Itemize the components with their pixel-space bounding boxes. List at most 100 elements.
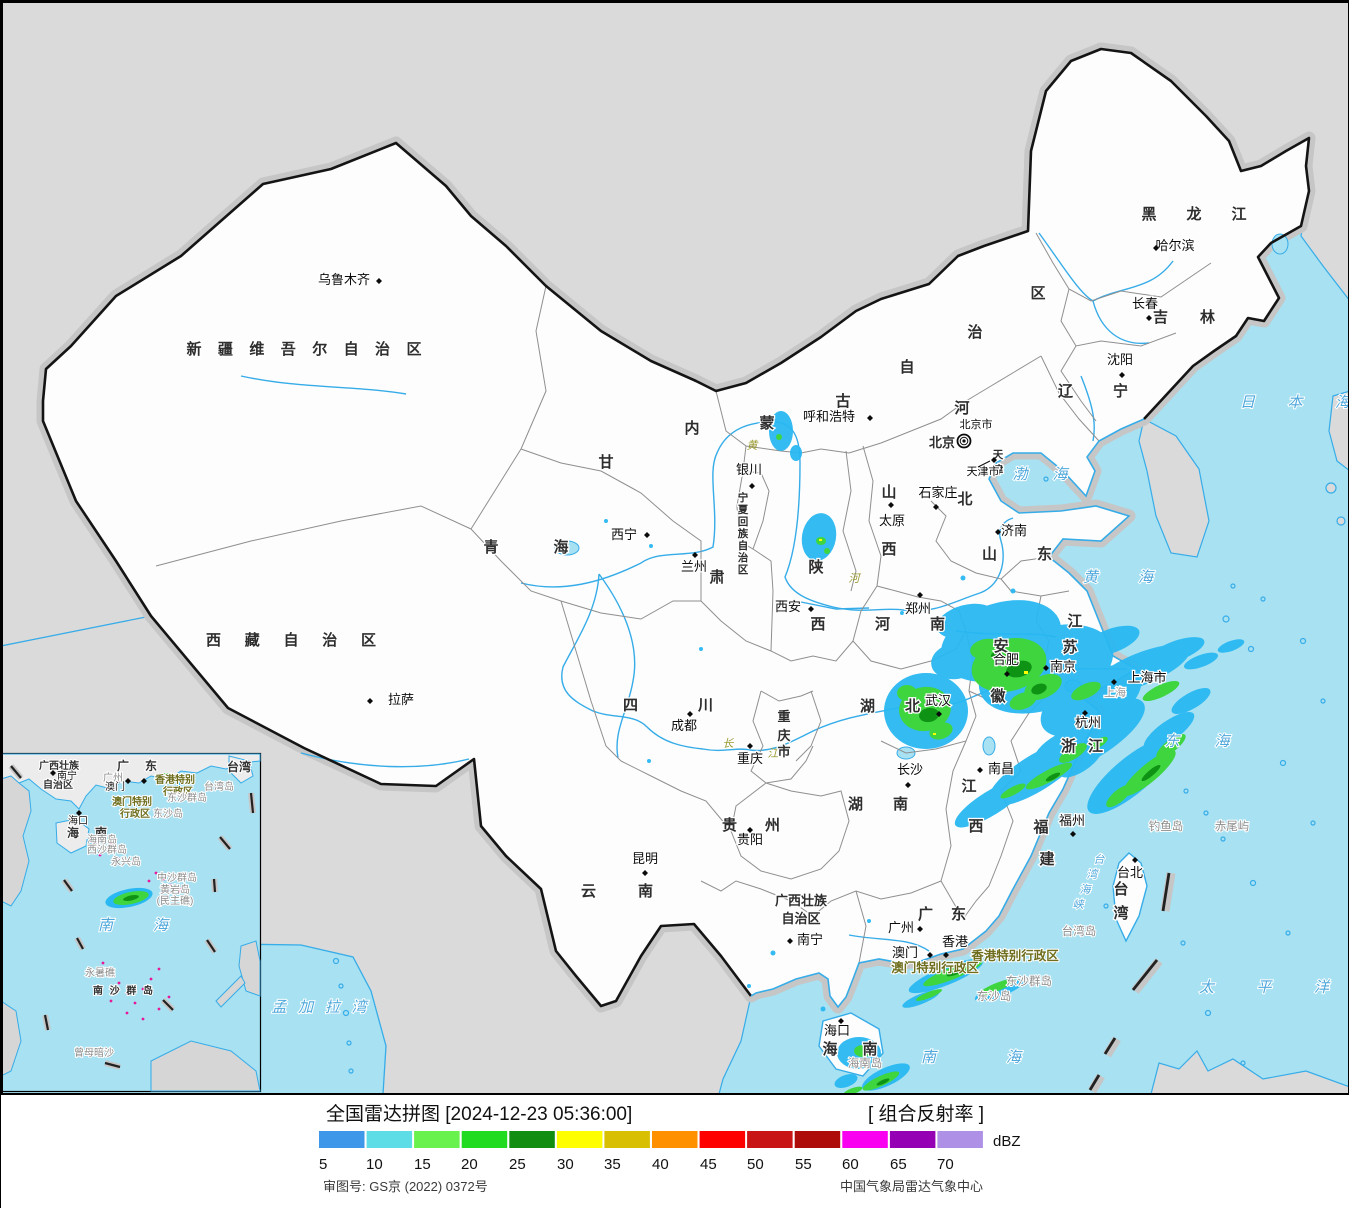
island-label: 钓鱼岛 bbox=[1149, 819, 1184, 833]
legend-swatch bbox=[795, 1131, 841, 1148]
city-label: 昆明 bbox=[632, 851, 658, 866]
city-label: 福州 bbox=[1059, 813, 1085, 828]
city-label: 广州 bbox=[888, 920, 914, 935]
city-label: 乌鲁木齐 bbox=[318, 272, 370, 287]
province-label: 族 bbox=[738, 527, 749, 540]
city-label: 重庆 bbox=[737, 751, 763, 766]
city-label: 呼和浩特 bbox=[803, 409, 855, 424]
province-label: 云 南 bbox=[581, 882, 653, 900]
inset-label: 西沙群岛 bbox=[87, 843, 127, 856]
inset-label: 曾母暗沙 bbox=[74, 1046, 114, 1059]
legend-swatch bbox=[890, 1131, 936, 1148]
province-label: 湖 北 bbox=[860, 698, 920, 715]
province-label: 浙 江 bbox=[1061, 737, 1103, 755]
province-label: 肃 bbox=[709, 568, 724, 586]
island-label: 赤尾屿 bbox=[1215, 820, 1250, 833]
legend-value: 10 bbox=[366, 1156, 383, 1173]
city-label: 长沙 bbox=[897, 762, 923, 777]
city-label: 武汉 bbox=[925, 693, 951, 708]
legend-swatch bbox=[842, 1131, 888, 1148]
sar-label: 香港特别行政区 bbox=[970, 948, 1059, 963]
city-label: 银川 bbox=[736, 462, 762, 477]
inset-label: 东沙岛 bbox=[153, 807, 183, 820]
inset-label: 海口 bbox=[68, 814, 88, 827]
city-label: 长春 bbox=[1132, 296, 1158, 311]
province-label: 山 东 bbox=[982, 545, 1052, 563]
city-label: 成都 bbox=[671, 718, 697, 733]
city-label: 兰州 bbox=[681, 559, 707, 574]
inset-label: 香港特别 bbox=[155, 773, 195, 786]
province-label: 自 bbox=[738, 539, 749, 552]
inset-label: 台湾岛 bbox=[204, 780, 234, 793]
city-label: 北京市 bbox=[960, 417, 993, 431]
island-label: 东沙群岛 bbox=[1006, 974, 1052, 988]
legend-value: 30 bbox=[557, 1156, 574, 1173]
agency-credit: 中国气象局雷达气象中心 bbox=[840, 1179, 983, 1194]
province-label: 湾 bbox=[1113, 904, 1128, 922]
city-label: 海口 bbox=[824, 1023, 850, 1038]
province-label: 北京 bbox=[929, 435, 955, 450]
province-label: 回 bbox=[738, 516, 749, 528]
inset-label: 南宁 bbox=[57, 769, 77, 782]
legend-value: 20 bbox=[461, 1156, 478, 1173]
province-label: 陕 bbox=[808, 558, 823, 576]
province-label: 内 bbox=[684, 419, 699, 437]
city-label: 杭州 bbox=[1075, 715, 1101, 730]
city-label: 上海 bbox=[1104, 685, 1126, 699]
legend-unit: dBZ bbox=[993, 1133, 1021, 1150]
city-label: 沈阳 bbox=[1107, 352, 1133, 367]
city-label: 南昌 bbox=[988, 761, 1014, 776]
city-label: 太原 bbox=[879, 513, 905, 528]
legend-swatch bbox=[937, 1131, 983, 1148]
province-label: 自治区 bbox=[781, 911, 820, 926]
province-label: 苏 bbox=[1062, 638, 1077, 656]
legend-value: 15 bbox=[414, 1156, 431, 1173]
legend-swatch bbox=[747, 1131, 793, 1148]
legend-value: 25 bbox=[509, 1156, 526, 1173]
inset-sea-label: 南 海 bbox=[98, 917, 170, 934]
inset-label: 广州 bbox=[103, 772, 123, 784]
inset-label: 黄岩岛 bbox=[160, 883, 190, 896]
inset-label: 行政区 bbox=[119, 807, 150, 820]
province-label: 台 bbox=[1113, 880, 1128, 898]
legend-value: 55 bbox=[795, 1156, 812, 1173]
province-label: 吉 林 bbox=[1153, 308, 1216, 326]
china-radar-map: 日 本 海 渤 海 黄 海 东 海 南 海 太 平 洋 孟 加 拉 湾 台 湾 … bbox=[1, 1, 1349, 1095]
province-label: 区 bbox=[1030, 285, 1045, 302]
city-label: 上海市 bbox=[1127, 670, 1166, 685]
province-label: 庆 bbox=[776, 728, 790, 743]
city-label: 西宁 bbox=[611, 527, 637, 542]
sea-label: 台 bbox=[1094, 853, 1106, 866]
city-label: 贵阳 bbox=[737, 832, 763, 847]
legend-value: 45 bbox=[700, 1156, 717, 1173]
province-label: 江 bbox=[961, 777, 976, 795]
legend-value: 70 bbox=[937, 1156, 954, 1173]
sea-label: 黄 海 bbox=[1083, 569, 1155, 586]
legend-value: 65 bbox=[890, 1156, 907, 1173]
province-label: 建 bbox=[1039, 850, 1055, 868]
legend-swatch bbox=[652, 1131, 698, 1148]
inset-label: 台湾 bbox=[227, 759, 251, 774]
province-label: 广 东 bbox=[918, 905, 966, 923]
province-label: 西 藏 自 治 区 bbox=[206, 631, 376, 649]
province-label: 重 bbox=[777, 709, 790, 724]
province-label: 湖 南 bbox=[848, 795, 908, 813]
legend-swatch bbox=[367, 1131, 413, 1148]
legend-swatch bbox=[414, 1131, 460, 1148]
province-label: 四 川 bbox=[623, 697, 713, 714]
province-label: 自 bbox=[899, 358, 914, 376]
legend-swatch bbox=[700, 1131, 746, 1148]
map-license-number: 审图号: GS京 (2022) 0372号 bbox=[323, 1179, 488, 1194]
province-label: 西 bbox=[810, 616, 825, 633]
province-label: 徽 bbox=[989, 687, 1006, 705]
inset-label: 澳门特别 bbox=[112, 795, 152, 808]
legend-value: 50 bbox=[747, 1156, 764, 1173]
province-label: 蒙 bbox=[759, 414, 774, 432]
province-label: 河 bbox=[954, 399, 969, 417]
inset-label: 中沙群岛 bbox=[157, 871, 197, 884]
inset-label: 永暑礁 bbox=[85, 966, 115, 979]
province-label: 青 海 bbox=[484, 538, 569, 556]
city-label: 济南 bbox=[1001, 523, 1027, 538]
island-label: 台湾岛 bbox=[1062, 924, 1097, 938]
inset-label: 东沙群岛 bbox=[167, 791, 207, 804]
